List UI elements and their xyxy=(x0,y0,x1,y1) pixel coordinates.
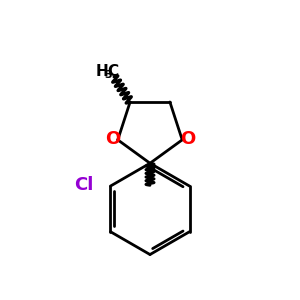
Text: O: O xyxy=(180,130,195,148)
Text: O: O xyxy=(105,130,120,148)
Text: H: H xyxy=(95,64,108,79)
Text: C: C xyxy=(107,64,118,79)
Text: Cl: Cl xyxy=(74,176,94,194)
Text: 3: 3 xyxy=(104,70,112,80)
